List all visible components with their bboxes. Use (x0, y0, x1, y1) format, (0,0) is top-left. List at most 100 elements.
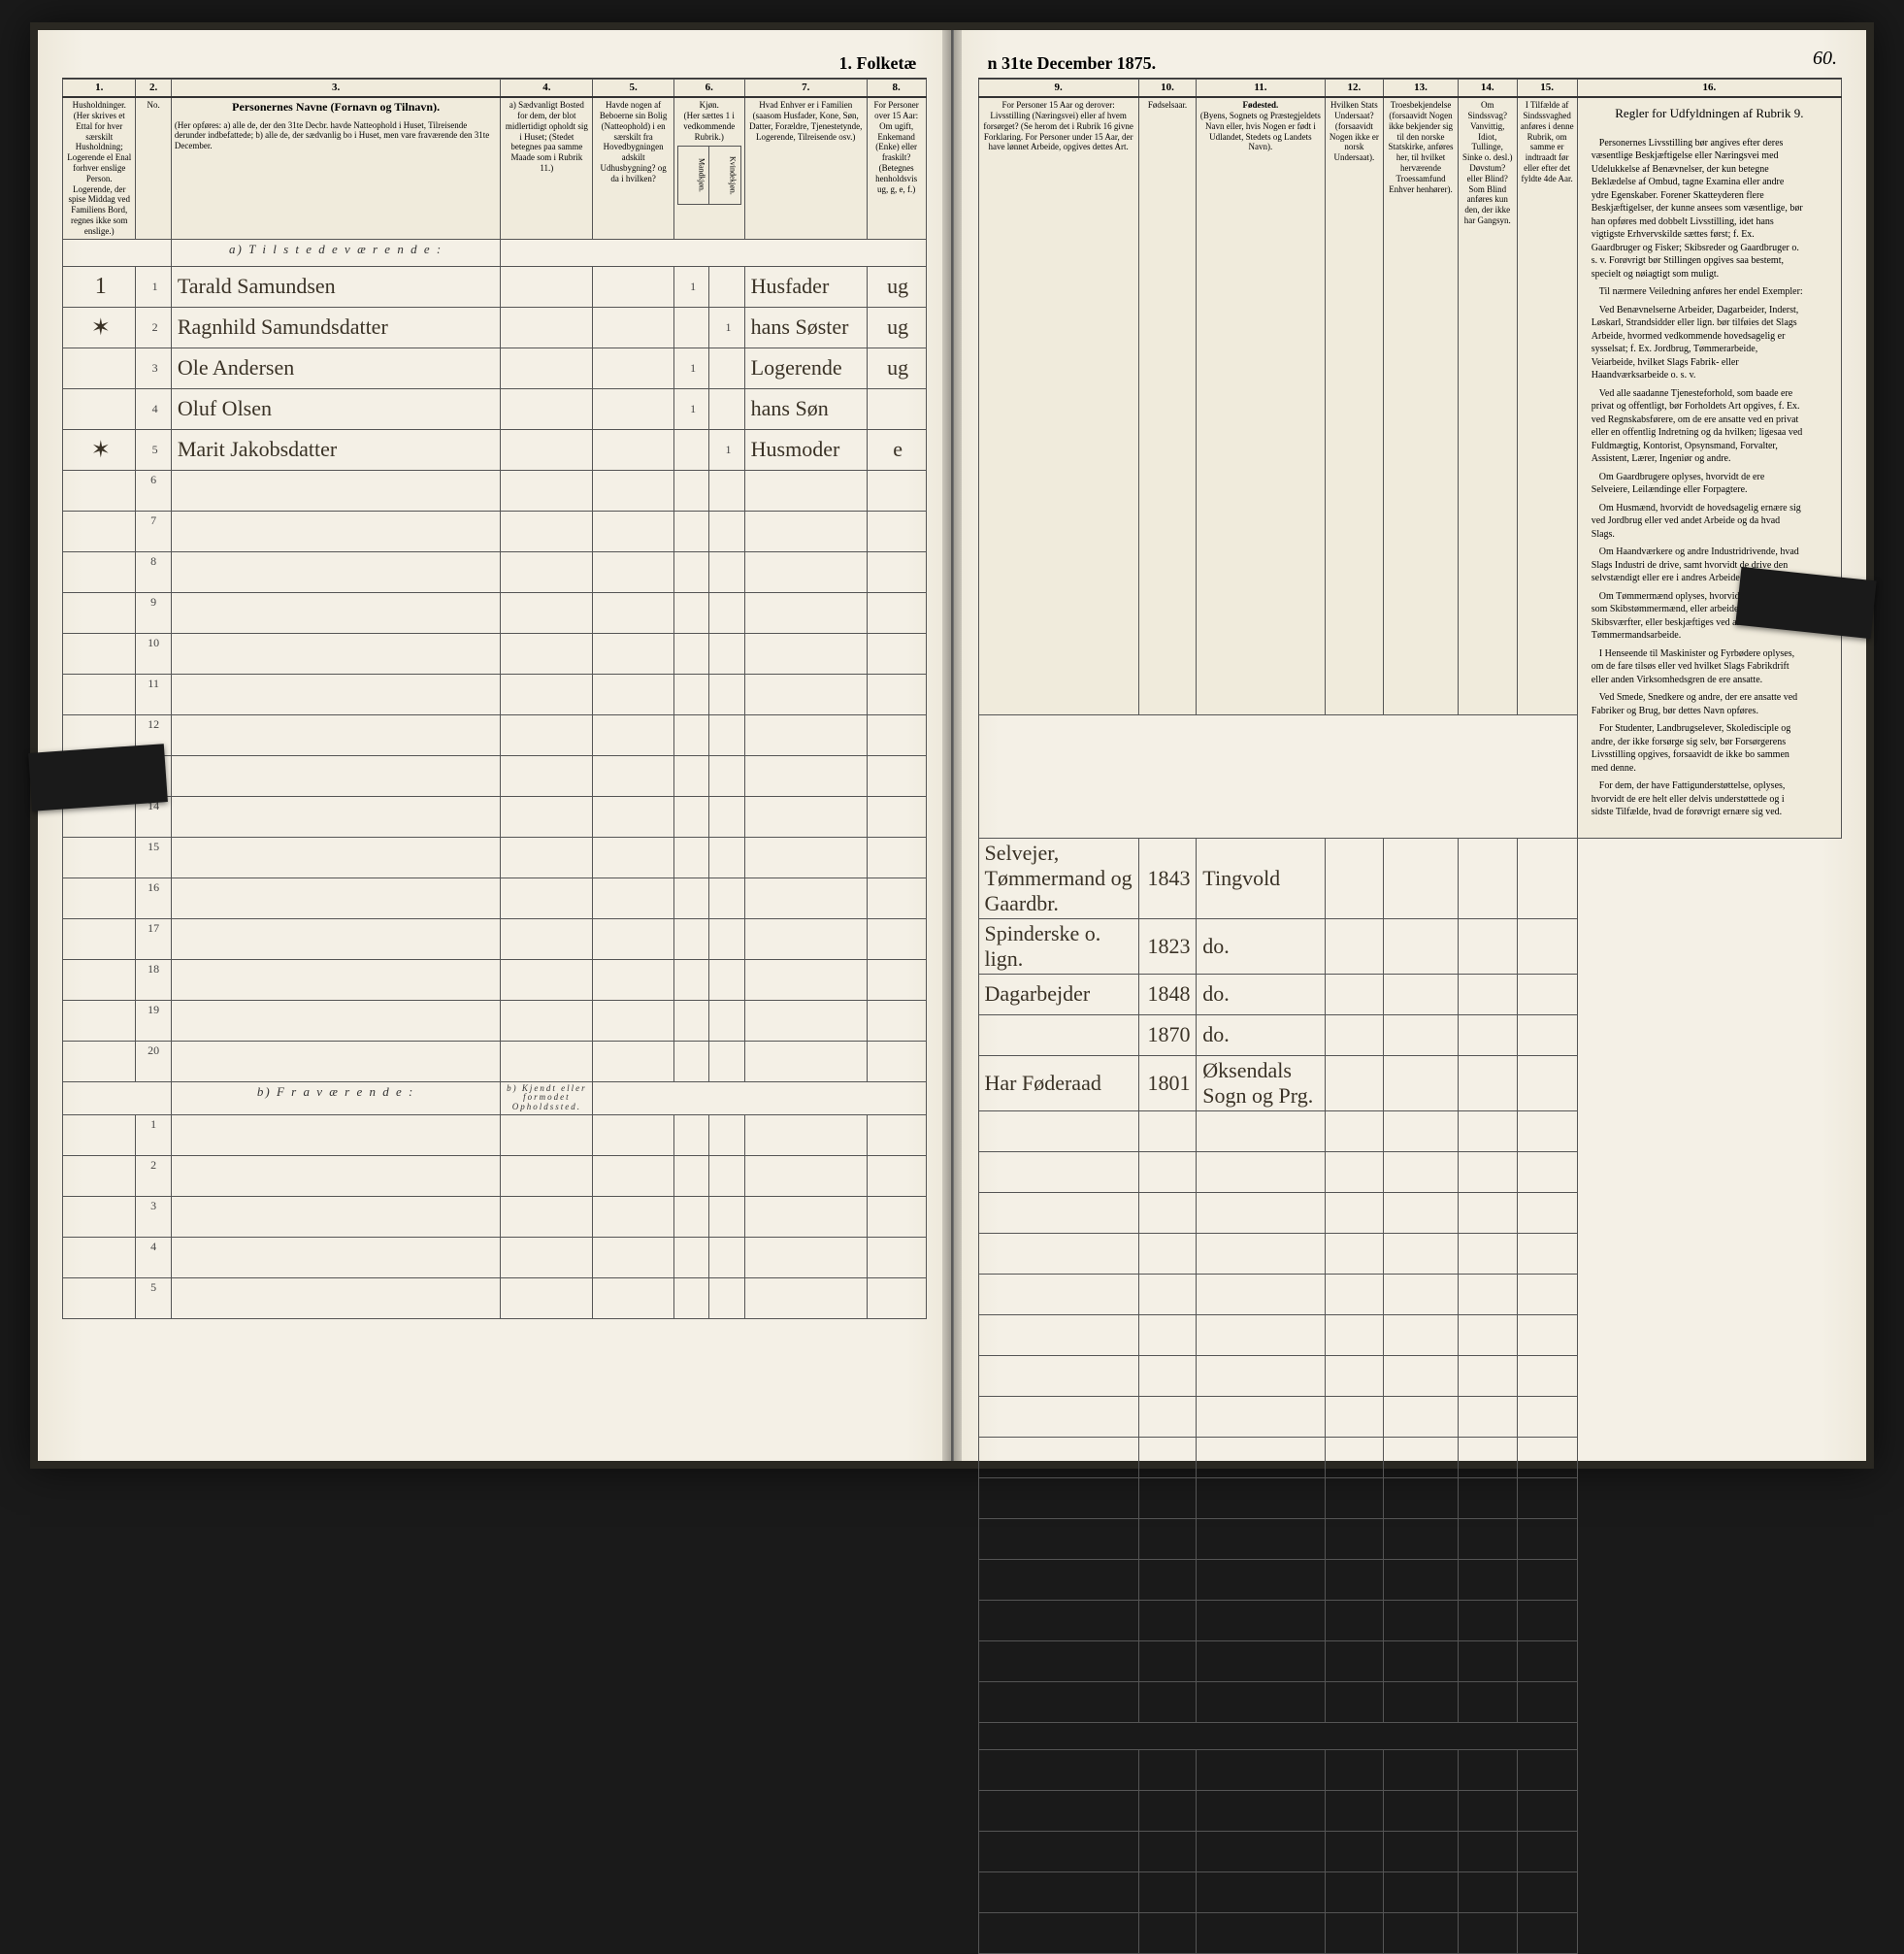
table-row: 5 (63, 1278, 927, 1319)
table-row: 4 (63, 1238, 927, 1278)
rules-paragraph: Personernes Livsstilling bør angives eft… (1592, 137, 1803, 282)
col-10: 10. (1138, 80, 1197, 98)
hdr-12: Hvilken Stats Undersaat? (forsaavidt Nog… (1325, 97, 1384, 714)
left-page: 1. Folketæ 1. 2. 3. 4. 5. 6. 7. 8. Husho… (38, 30, 953, 1461)
hdr-6a: Mandkjøn. (677, 147, 708, 205)
hdr-4: a) Sædvanligt Bosted for dem, der blot m… (501, 97, 593, 239)
table-row (978, 1681, 1842, 1722)
table-row: 14 (63, 796, 927, 837)
table-row: 3 (63, 1197, 927, 1238)
hdr-8: For Personer over 15 Aar: Om ugift, Enke… (867, 97, 926, 239)
table-row: 1 (63, 1115, 927, 1156)
table-row: 11 (63, 674, 927, 714)
table-row: 20 (63, 1041, 927, 1081)
table-row (978, 1912, 1842, 1953)
hdr-6-title: Kjøn. (677, 100, 741, 111)
col-14: 14. (1458, 80, 1517, 98)
hdr-11-title: Fødested. (1199, 100, 1321, 111)
census-table-left: 1. 2. 3. 4. 5. 6. 7. 8. Husholdninger. (… (62, 79, 927, 1319)
col-16: 16. (1577, 80, 1841, 98)
table-row (978, 1790, 1842, 1831)
right-page: 60. n 31te December 1875. 9. 10. 11. 12.… (953, 30, 1867, 1461)
hdr-11: Fødested. (Byens, Sognets og Præstegjeld… (1197, 97, 1325, 714)
section-b-col4: b) Kjendt eller formodet Opholdssted. (501, 1081, 593, 1115)
col-1: 1. (63, 80, 136, 98)
table-row: 1870do. (978, 1014, 1842, 1055)
page-number: 60. (1813, 48, 1837, 70)
table-row: 19 (63, 1000, 927, 1041)
hdr-14: Om Sindssvag? Vanvittig, Idiot, Tullinge… (1458, 97, 1517, 714)
rules-column: Regler for Udfyldningen af Rubrik 9. Per… (1577, 97, 1841, 838)
table-row: 9 (63, 592, 927, 633)
section-a-label: a) T i l s t e d e v æ r e n d e : (171, 239, 501, 266)
table-row: ✶5Marit Jakobsdatter1Husmodere (63, 429, 927, 470)
page-title-left: 1. Folketæ (62, 50, 927, 79)
table-row (978, 1314, 1842, 1355)
table-row (978, 1151, 1842, 1192)
column-number-row-r: 9. 10. 11. 12. 13. 14. 15. 16. (978, 80, 1842, 98)
table-row: 7 (63, 511, 927, 551)
table-row: Spinderske o. lign.1823do. (978, 918, 1842, 974)
col-3: 3. (171, 80, 501, 98)
table-row (978, 1274, 1842, 1314)
rules-paragraph: Ved alle saadanne Tjenesteforhold, som b… (1592, 387, 1803, 466)
book-spine (942, 30, 962, 1461)
col-12: 12. (1325, 80, 1384, 98)
page-title-right: n 31te December 1875. (978, 50, 1843, 79)
header-row-r: For Personer 15 Aar og derover: Livsstil… (978, 97, 1842, 714)
table-row (978, 1749, 1842, 1790)
section-b: b) F r a v æ r e n d e : b) Kjendt eller… (63, 1081, 927, 1115)
hdr-3-title: Personernes Navne (Fornavn og Tilnavn). (175, 100, 498, 114)
table-row (978, 1437, 1842, 1477)
hdr-3-body: (Her opføres: a) alle de, der den 31te D… (175, 120, 498, 151)
table-row: 11Tarald Samundsen1Husfaderug (63, 266, 927, 307)
col-15: 15. (1517, 80, 1577, 98)
hdr-5: Havde nogen af Beboerne sin Bolig (Natte… (593, 97, 674, 239)
table-row: Har Føderaad1801Øksendals Sogn og Prg. (978, 1055, 1842, 1110)
col-8: 8. (867, 80, 926, 98)
table-row: 10 (63, 633, 927, 674)
section-a: a) T i l s t e d e v æ r e n d e : (63, 239, 927, 266)
column-number-row: 1. 2. 3. 4. 5. 6. 7. 8. (63, 80, 927, 98)
census-ledger: 1. Folketæ 1. 2. 3. 4. 5. 6. 7. 8. Husho… (30, 22, 1874, 1469)
table-row (978, 1355, 1842, 1396)
binder-clip-left (28, 744, 168, 811)
col-5: 5. (593, 80, 674, 98)
table-row: 16 (63, 878, 927, 918)
rules-paragraph: Ved Benævnelserne Arbeider, Dagarbeider,… (1592, 304, 1803, 382)
census-table-right: 9. 10. 11. 12. 13. 14. 15. 16. For Perso… (978, 79, 1843, 1954)
rules-paragraph: For dem, der have Fattigunderstøttelse, … (1592, 779, 1803, 819)
table-row (978, 1559, 1842, 1600)
table-row: Dagarbejder1848do. (978, 974, 1842, 1014)
col-11: 11. (1197, 80, 1325, 98)
header-row: Husholdninger. (Her skrives et Ettal for… (63, 97, 927, 239)
table-row: 13 (63, 755, 927, 796)
hdr-6-body: (Her sættes 1 i vedkommende Rubrik.) (677, 111, 741, 142)
col-7: 7. (744, 80, 867, 98)
table-row (978, 1831, 1842, 1871)
table-row: 3Ole Andersen1Logerendeug (63, 348, 927, 388)
rules-paragraph: I Henseende til Maskinister og Fyrbødere… (1592, 647, 1803, 687)
table-row (978, 1396, 1842, 1437)
table-row (978, 1233, 1842, 1274)
table-row: 17 (63, 918, 927, 959)
col-9: 9. (978, 80, 1138, 98)
table-row (978, 1477, 1842, 1518)
hdr-9: For Personer 15 Aar og derover: Livsstil… (978, 97, 1138, 714)
table-row (978, 1640, 1842, 1681)
hdr-1: Husholdninger. (Her skrives et Ettal for… (63, 97, 136, 239)
hdr-3: Personernes Navne (Fornavn og Tilnavn). … (171, 97, 501, 239)
table-row (978, 1518, 1842, 1559)
rules-title: Regler for Udfyldningen af Rubrik 9. (1586, 106, 1833, 121)
hdr-10: Fødselsaar. (1138, 97, 1197, 714)
rules-paragraph: Om Gaardbrugere oplyses, hvorvidt de ere… (1592, 471, 1803, 497)
col-6: 6. (673, 80, 744, 98)
hdr-7: Hvad Enhver er i Familien (saasom Husfad… (744, 97, 867, 239)
rules-body: Personernes Livsstilling bør angives eft… (1586, 131, 1809, 830)
table-row (978, 1110, 1842, 1151)
table-row (978, 1192, 1842, 1233)
rules-paragraph: For Studenter, Landbrugselever, Skoledis… (1592, 722, 1803, 775)
table-row: 4Oluf Olsen1hans Søn (63, 388, 927, 429)
table-row: Selvejer, Tømmermand og Gaardbr.1843Ting… (978, 838, 1842, 918)
rules-paragraph: Ved Smede, Snedkere og andre, der ere an… (1592, 691, 1803, 717)
